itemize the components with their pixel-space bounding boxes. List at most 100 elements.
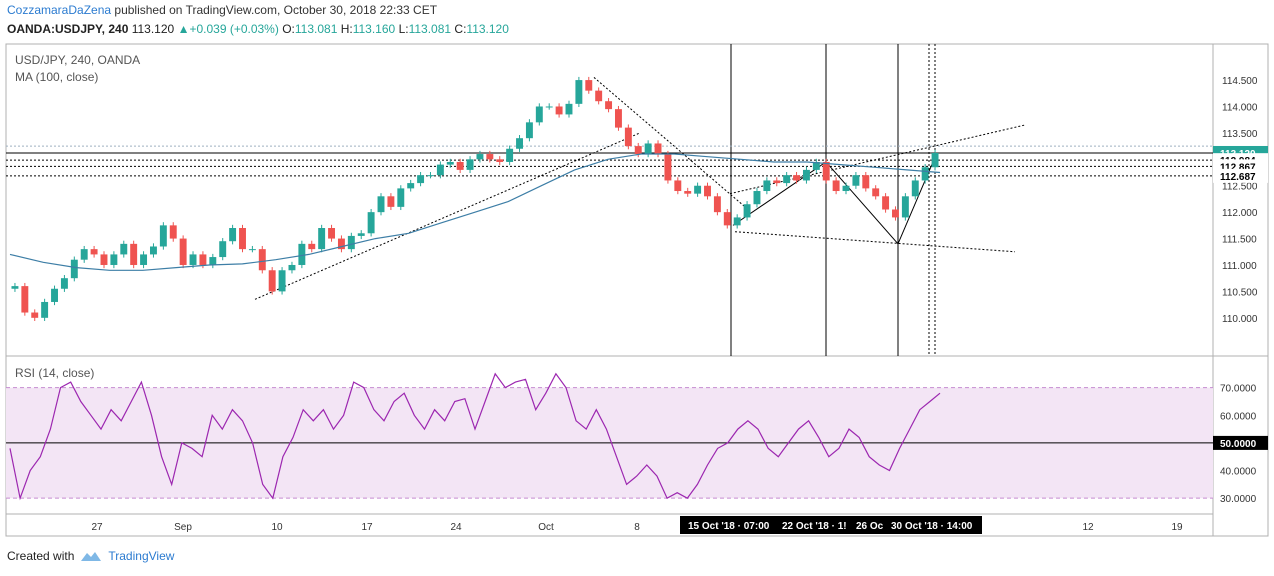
candle-body (318, 228, 326, 250)
candle-body (525, 122, 533, 139)
candle-body (367, 212, 375, 234)
candle-body (713, 196, 721, 213)
candle-body (209, 257, 217, 265)
rsi-axis-ticks: 70.0000 60.0000 50.0000 40.0000 30.0000 (1213, 384, 1268, 505)
candle-body (684, 191, 692, 194)
price-tick-label: 113.500 (1222, 129, 1258, 140)
price-tick-label: 114.500 (1222, 76, 1258, 87)
candle-body (456, 161, 464, 170)
candle-body (733, 217, 741, 226)
candle-body (516, 138, 523, 149)
candlestick-series (11, 76, 939, 321)
symbol-info-line: OANDA:USDJPY, 240 113.120 ▲+0.039 (+0.03… (7, 22, 509, 36)
candle-body (614, 109, 622, 128)
chart-frame (5, 43, 1269, 537)
price-tag-box (1213, 168, 1268, 183)
candle-body (21, 286, 29, 313)
candle-body (11, 286, 19, 289)
candle-body (159, 225, 167, 247)
candle-body (585, 80, 593, 91)
candle-body (288, 264, 296, 271)
candle-body (812, 161, 820, 170)
close-label: C: (454, 22, 467, 36)
time-tag-label: 15 Oct '18 · 07:00 (688, 521, 770, 532)
candle-body (654, 143, 662, 155)
time-axis-tags: 15 Oct '18 · 07:00 22 Oct '18 · 1! 26 Oc 30… (680, 516, 982, 534)
last-price: 113.120 (131, 22, 175, 36)
candle-body (149, 246, 157, 255)
candle-body (882, 196, 890, 210)
time-tag-label: 30 Oct '18 · 14:00 (891, 521, 973, 532)
candle-body (832, 180, 840, 192)
candle-body (258, 249, 266, 271)
candle-body (783, 175, 791, 184)
price-tag-label: 112.687 (1220, 172, 1256, 183)
candle-body (31, 312, 39, 318)
candle-body (90, 249, 98, 255)
candle-body (822, 161, 830, 181)
rsi-tick-label: 50.0000 (1220, 439, 1257, 450)
time-tick-label: 19 (1171, 522, 1183, 533)
candle-body (436, 164, 444, 176)
candle-body (407, 183, 415, 189)
ma-line (9, 153, 941, 271)
vertical-marker-lines (730, 44, 936, 356)
candle-body (931, 152, 939, 168)
low-label: L: (398, 22, 409, 36)
tradingview-brand-link[interactable]: TradingView (108, 549, 175, 563)
open-value: 113.081 (294, 22, 338, 36)
candle-body (239, 228, 246, 250)
price-tick-label: 111.500 (1222, 235, 1257, 246)
publish-header: CozzamaraDaZena published on TradingView… (7, 3, 437, 17)
close-value: 113.120 (466, 22, 509, 36)
candle-body (872, 188, 880, 197)
candle-body (189, 254, 197, 265)
candle-body (60, 278, 68, 289)
candle-body (347, 235, 355, 250)
trendline-drawings (254, 77, 1026, 300)
open-label: O: (282, 22, 295, 36)
candle-body (466, 159, 474, 170)
candle-body (624, 127, 632, 147)
candle-body (100, 254, 108, 265)
candle-body (595, 90, 603, 102)
price-tick-label: 111.000 (1222, 261, 1257, 272)
candle-body (694, 185, 702, 194)
candle-body (634, 146, 642, 155)
rsi-legend: RSI (14, close) (15, 366, 94, 380)
candle-body (575, 80, 583, 104)
rsi-tick-label: 70.0000 (1220, 384, 1257, 395)
candle-body (842, 185, 850, 192)
author-link[interactable]: CozzamaraDaZena (7, 3, 112, 17)
candle-body (545, 106, 553, 108)
time-tick-label: 27 (91, 522, 103, 533)
candle-body (921, 167, 929, 181)
price-tick-label: 114.000 (1222, 102, 1258, 113)
trendline (254, 132, 641, 300)
candle-body (862, 175, 870, 189)
candle-body (140, 254, 148, 265)
candle-body (219, 241, 227, 258)
candle-body (901, 196, 909, 218)
candle-body (664, 154, 672, 181)
candle-body (397, 188, 405, 207)
rsi-line (9, 372, 941, 501)
candle-body (417, 175, 425, 184)
candle-body (387, 196, 395, 207)
trendline (593, 77, 746, 208)
ma-legend: MA (100, close) (15, 70, 98, 84)
rsi-50-tag-box (1213, 435, 1268, 450)
high-label: H: (340, 22, 353, 36)
time-axis-ticks: 27 Sep 10 17 24 Oct 8 12 19 (91, 522, 1183, 533)
candle-body (763, 180, 771, 192)
candle-body (704, 185, 711, 197)
candle-body (723, 212, 731, 226)
horizontal-level-lines (6, 145, 1213, 177)
candle-body (496, 159, 504, 162)
candle-body (51, 288, 58, 302)
tradingview-logo-icon (81, 552, 102, 561)
price-tag-label: 112.867 (1220, 162, 1256, 173)
candle-body (427, 175, 434, 177)
